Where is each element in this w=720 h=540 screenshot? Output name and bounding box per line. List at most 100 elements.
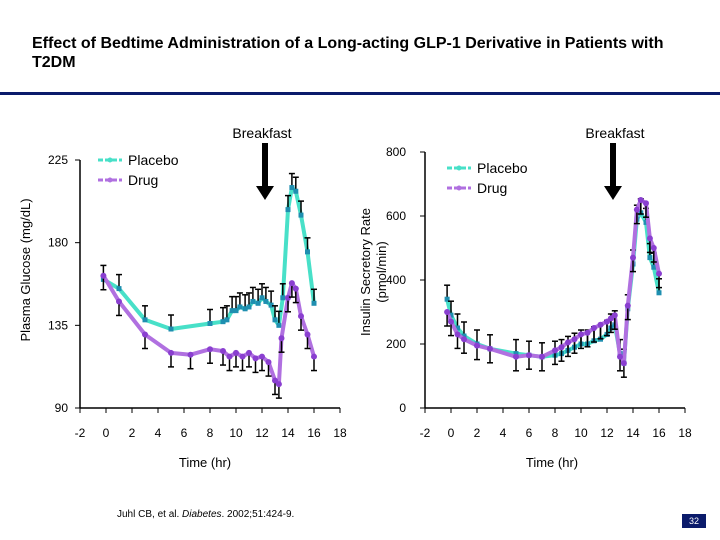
- data-point-drug: [298, 313, 304, 320]
- data-point-drug: [584, 329, 591, 336]
- x-tick-label: 14: [281, 426, 295, 440]
- data-point-drug: [239, 353, 246, 360]
- data-point-drug: [311, 353, 317, 360]
- x-tick-label: 6: [526, 426, 533, 440]
- data-point-drug: [650, 245, 657, 251]
- legend-label-placebo: Placebo: [128, 152, 179, 168]
- data-point-drug: [656, 270, 662, 277]
- data-point-drug: [292, 285, 299, 292]
- data-point-drug: [259, 353, 265, 360]
- series-line-placebo: [102, 185, 316, 331]
- x-tick-label: 8: [207, 426, 214, 440]
- y-tick-label: 200: [386, 337, 406, 351]
- data-point-drug: [272, 377, 278, 384]
- data-point-placebo: [250, 298, 256, 304]
- data-point-placebo: [513, 351, 519, 357]
- data-point-drug: [142, 331, 148, 338]
- data-point-drug: [454, 331, 461, 338]
- breakfast-annotation: Breakfast: [585, 125, 644, 141]
- y-tick-label: 400: [386, 273, 406, 287]
- legend-label-drug: Drug: [128, 172, 158, 188]
- slide-title: Effect of Bedtime Administration of a Lo…: [32, 35, 664, 71]
- data-point-placebo: [280, 295, 286, 301]
- data-point-drug: [246, 349, 252, 356]
- data-point-placebo: [651, 264, 657, 270]
- data-point-placebo: [116, 286, 122, 292]
- data-point-placebo: [656, 290, 662, 296]
- data-point-drug: [220, 348, 226, 355]
- data-point-drug: [597, 321, 604, 328]
- data-point-drug: [526, 352, 532, 359]
- y-axis-label-line-1: Insulin Secretory Rate: [358, 208, 373, 336]
- data-point-drug: [637, 197, 644, 203]
- data-point-drug: [187, 351, 194, 358]
- data-point-placebo: [276, 322, 282, 328]
- x-tick-label: -2: [420, 426, 431, 440]
- data-point-drug: [617, 353, 623, 360]
- title-divider: [0, 92, 720, 95]
- x-tick-label: 12: [600, 426, 614, 440]
- page-number: 32: [682, 514, 706, 528]
- breakfast-arrow-head: [604, 186, 622, 200]
- data-point-drug: [252, 355, 259, 362]
- data-point-drug: [552, 347, 558, 354]
- data-point-drug: [100, 272, 107, 279]
- data-point-drug: [591, 325, 597, 331]
- data-point-placebo: [289, 185, 295, 191]
- breakfast-arrow-shaft: [262, 143, 268, 188]
- legend-marker-placebo: [456, 165, 462, 171]
- data-point-placebo: [242, 306, 248, 312]
- data-point-placebo: [207, 320, 213, 326]
- data-point-drug: [633, 206, 640, 213]
- data-point-drug: [630, 254, 636, 261]
- data-point-drug: [444, 309, 451, 315]
- x-tick-label: 6: [181, 426, 188, 440]
- data-point-placebo: [444, 296, 450, 302]
- data-point-placebo: [305, 249, 310, 255]
- y-tick-label: 600: [386, 209, 406, 223]
- x-tick-label: 0: [448, 426, 455, 440]
- data-point-placebo: [448, 312, 454, 318]
- data-point-placebo: [263, 298, 269, 304]
- x-tick-label: 14: [626, 426, 640, 440]
- data-point-placebo: [268, 302, 274, 308]
- data-point-placebo: [233, 308, 239, 314]
- data-point-drug: [611, 312, 618, 319]
- y-tick-label: 800: [386, 145, 406, 159]
- citation: Juhl CB, et al. Diabetes. 2002;51:424-9.: [117, 509, 294, 520]
- data-point-drug: [285, 294, 291, 301]
- data-point-placebo: [461, 333, 467, 339]
- x-tick-label: 10: [229, 426, 243, 440]
- data-point-placebo: [643, 219, 649, 225]
- y-tick-label: 90: [55, 401, 69, 415]
- glucose-chart: 90 135 180 225 -2 0 2 4 6 8 10 12 14 16 18 Time (hr) Pla…: [18, 125, 347, 470]
- data-point-drug: [513, 353, 519, 360]
- x-tick-label: 4: [155, 426, 162, 440]
- legend-label-drug: Drug: [477, 180, 507, 196]
- data-point-drug: [168, 349, 174, 356]
- data-point-drug: [233, 349, 239, 356]
- data-point-drug: [226, 353, 233, 360]
- data-point-drug: [620, 360, 627, 367]
- data-point-drug: [448, 318, 454, 325]
- y-axis-label: Plasma Glucose (mg/dL): [18, 198, 33, 341]
- data-point-drug: [643, 200, 649, 207]
- y-tick-label: 135: [48, 318, 68, 332]
- x-tick-label: 4: [500, 426, 507, 440]
- data-point-placebo: [311, 300, 317, 306]
- data-point-drug: [275, 381, 282, 388]
- y-tick-label: 225: [48, 153, 68, 167]
- data-point-placebo: [285, 207, 291, 213]
- x-tick-label: 0: [103, 426, 110, 440]
- data-point-drug: [474, 342, 480, 349]
- citation-details: . 2002;51:424-9.: [221, 509, 295, 520]
- data-point-drug: [288, 280, 295, 287]
- data-point-placebo: [647, 255, 653, 261]
- legend-label-placebo: Placebo: [477, 160, 528, 176]
- data-point-placebo: [293, 188, 299, 194]
- data-point-placebo: [229, 308, 235, 314]
- data-point-drug: [265, 359, 272, 366]
- x-axis-label: Time (hr): [526, 455, 578, 470]
- data-point-drug: [116, 298, 122, 305]
